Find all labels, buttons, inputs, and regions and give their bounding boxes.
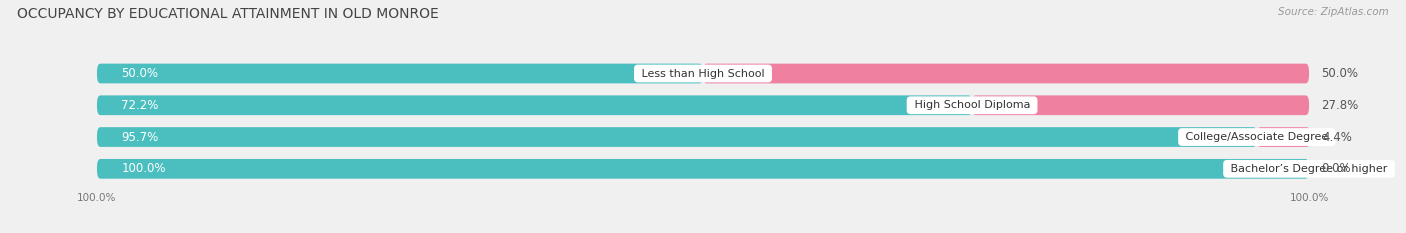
Text: 27.8%: 27.8% [1322,99,1358,112]
Text: 95.7%: 95.7% [121,130,159,144]
Text: 50.0%: 50.0% [1322,67,1358,80]
Text: 72.2%: 72.2% [121,99,159,112]
FancyBboxPatch shape [97,159,1309,179]
FancyBboxPatch shape [97,127,1309,147]
Text: High School Diploma: High School Diploma [911,100,1033,110]
Text: 0.0%: 0.0% [1322,162,1351,175]
Text: OCCUPANCY BY EDUCATIONAL ATTAINMENT IN OLD MONROE: OCCUPANCY BY EDUCATIONAL ATTAINMENT IN O… [17,7,439,21]
FancyBboxPatch shape [972,96,1309,115]
FancyBboxPatch shape [1257,127,1310,147]
FancyBboxPatch shape [97,96,972,115]
Text: Bachelor’s Degree or higher: Bachelor’s Degree or higher [1227,164,1391,174]
FancyBboxPatch shape [97,96,1309,115]
Text: Less than High School: Less than High School [638,69,768,79]
Text: 100.0%: 100.0% [77,193,117,203]
Text: 100.0%: 100.0% [1289,193,1329,203]
Text: College/Associate Degree: College/Associate Degree [1182,132,1331,142]
FancyBboxPatch shape [97,127,1257,147]
Text: 100.0%: 100.0% [121,162,166,175]
Text: 4.4%: 4.4% [1323,130,1353,144]
FancyBboxPatch shape [97,159,1309,179]
Text: Source: ZipAtlas.com: Source: ZipAtlas.com [1278,7,1389,17]
Text: 50.0%: 50.0% [121,67,159,80]
FancyBboxPatch shape [97,64,703,83]
FancyBboxPatch shape [97,64,1309,83]
FancyBboxPatch shape [703,64,1309,83]
